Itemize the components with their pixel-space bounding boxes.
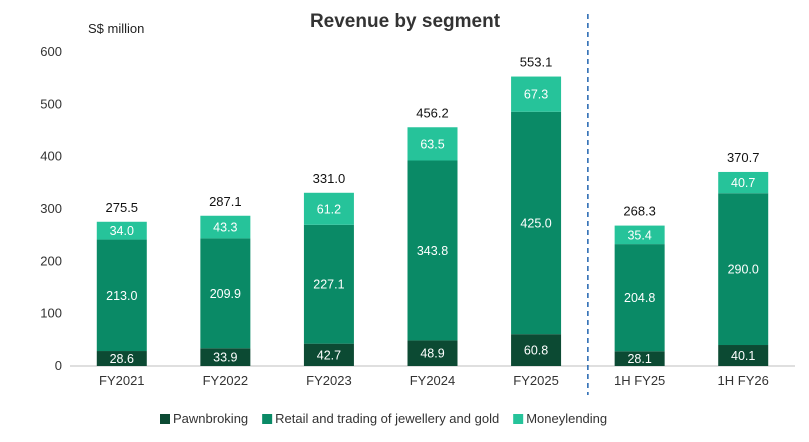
segment-value-label: 42.7 bbox=[317, 348, 341, 362]
bar-segment bbox=[718, 171, 769, 194]
bar-segment bbox=[200, 238, 251, 349]
segment-value-label: 35.4 bbox=[627, 228, 651, 242]
bar-segment bbox=[718, 345, 769, 366]
segment-value-label: 28.6 bbox=[110, 352, 134, 366]
segment-value-label: 425.0 bbox=[520, 216, 551, 230]
segment-value-label: 213.0 bbox=[106, 289, 137, 303]
segment-value-label: 343.8 bbox=[417, 244, 448, 258]
y-tick-label: 100 bbox=[40, 306, 62, 321]
bars-layer: 28.6 213.0 34.0 275.5 33.9 209.9 43.3 287.1 42.7… bbox=[96, 55, 769, 366]
segment-value-label: 34.0 bbox=[110, 224, 134, 238]
segment-value-label: 67.3 bbox=[524, 88, 548, 102]
legend-label: Pawnbroking bbox=[173, 411, 248, 426]
bar-segment bbox=[718, 193, 769, 346]
bar-segment bbox=[96, 221, 147, 240]
bar-segment bbox=[511, 76, 562, 112]
bar-segment bbox=[407, 160, 458, 341]
segment-value-label: 33.9 bbox=[213, 351, 237, 365]
x-category-label: FY2023 bbox=[306, 373, 352, 388]
total-value-label: 456.2 bbox=[416, 105, 449, 120]
x-category-label: 1H FY26 bbox=[718, 373, 769, 388]
bar-segment bbox=[614, 244, 665, 352]
bar-segment bbox=[614, 225, 665, 245]
bar-segment bbox=[614, 351, 665, 366]
legend-swatch bbox=[160, 414, 170, 424]
x-category-label: FY2021 bbox=[99, 373, 145, 388]
legend-swatch bbox=[513, 414, 524, 424]
x-category-label: FY2025 bbox=[513, 373, 559, 388]
y-tick-label: 300 bbox=[40, 201, 62, 216]
segment-value-label: 60.8 bbox=[524, 344, 548, 358]
y-tick-label: 0 bbox=[55, 358, 62, 373]
segment-value-label: 61.2 bbox=[317, 202, 341, 216]
y-tick-label: 500 bbox=[40, 96, 62, 111]
bar-segment bbox=[407, 127, 458, 161]
chart-title: Revenue by segment bbox=[310, 11, 501, 32]
segment-value-label: 40.1 bbox=[731, 349, 755, 363]
y-tick-label: 600 bbox=[40, 44, 62, 59]
segment-value-label: 227.1 bbox=[313, 278, 344, 292]
total-value-label: 370.7 bbox=[727, 150, 760, 165]
total-value-label: 553.1 bbox=[520, 55, 553, 70]
bar-segment bbox=[303, 192, 354, 225]
axis-layer: 0 100 200 300 400 500 600 FY2021 FY2022 FY2023 FY2… bbox=[40, 14, 795, 395]
x-category-label: FY2022 bbox=[203, 373, 249, 388]
bar-segment bbox=[511, 111, 562, 335]
y-tick-label: 400 bbox=[40, 149, 62, 164]
segment-value-label: 209.9 bbox=[210, 287, 241, 301]
segment-value-label: 204.8 bbox=[624, 291, 655, 305]
total-value-label: 275.5 bbox=[106, 200, 139, 215]
segment-value-label: 28.1 bbox=[627, 352, 651, 366]
segment-value-label: 63.5 bbox=[420, 137, 444, 151]
bar-segment bbox=[511, 334, 562, 366]
bar-segment bbox=[96, 351, 147, 366]
x-category-label: 1H FY25 bbox=[614, 373, 665, 388]
bar-segment bbox=[303, 224, 354, 344]
segment-value-label: 290.0 bbox=[728, 263, 759, 277]
x-category-label: FY2024 bbox=[410, 373, 456, 388]
legend-label: Retail and trading of jewellery and gold bbox=[275, 411, 499, 426]
legend: Pawnbroking Retail and trading of jewelle… bbox=[160, 411, 607, 426]
segment-value-label: 43.3 bbox=[213, 221, 237, 235]
y-unit-label: S$ million bbox=[88, 21, 144, 36]
y-tick-label: 200 bbox=[40, 253, 62, 268]
bar-segment bbox=[200, 215, 251, 239]
bar-segment bbox=[200, 348, 251, 366]
bar-segment bbox=[407, 340, 458, 366]
segment-value-label: 48.9 bbox=[420, 347, 444, 361]
total-value-label: 331.0 bbox=[313, 171, 346, 186]
bar-segment bbox=[96, 239, 147, 352]
segment-value-label: 40.7 bbox=[731, 176, 755, 190]
total-value-label: 268.3 bbox=[623, 204, 656, 219]
total-value-label: 287.1 bbox=[209, 194, 242, 209]
bar-segment bbox=[303, 343, 354, 366]
legend-label: Moneylending bbox=[526, 411, 607, 426]
legend-swatch bbox=[262, 414, 273, 424]
